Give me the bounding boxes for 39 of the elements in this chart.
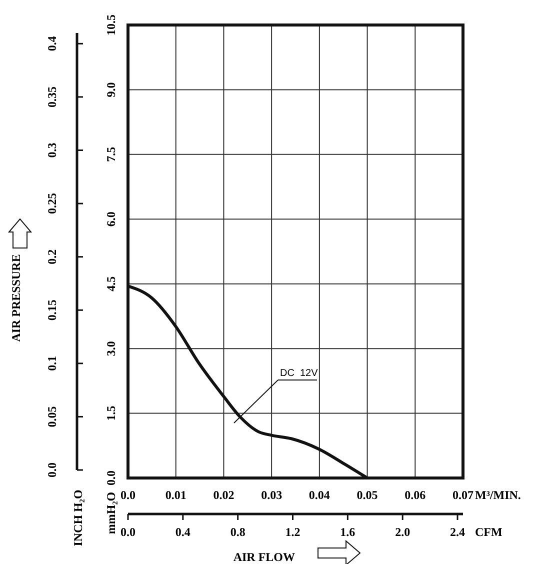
x2-tick-label: 0.4 — [175, 525, 190, 539]
x-tick-label: 0.04 — [308, 488, 330, 502]
x-tick-label: 0.05 — [356, 488, 378, 502]
y-tick-label: 3.0 — [104, 341, 118, 356]
x-tick-label: 0.01 — [165, 488, 186, 502]
y2-tick-label: 0.35 — [45, 86, 59, 108]
y2-tick-label: 0.25 — [45, 193, 59, 214]
x2-tick-label: 1.2 — [285, 525, 300, 539]
text: AIR FLOW — [233, 550, 295, 564]
y-tick-label: 0.0 — [104, 470, 118, 486]
y-tick-label: 6.0 — [104, 212, 118, 227]
y-axis-title: mmH₂O — [104, 492, 118, 534]
y2-tick-label: 0.15 — [45, 300, 59, 321]
annotation: DC 12V — [280, 368, 318, 379]
x2-tick-label: 2.0 — [395, 525, 410, 539]
y2-tick-label: 0.05 — [45, 406, 59, 428]
x-tick-label: 0.02 — [213, 488, 234, 502]
y2-tick-label: 0.3 — [45, 142, 59, 158]
text: AIR PRESSURE — [9, 254, 23, 342]
y-tick-label: 7.5 — [104, 146, 118, 162]
y2-tick-label: 0.2 — [45, 249, 59, 264]
x2-axis-title: CFM — [475, 525, 502, 539]
x-tick-label: 0.0 — [120, 488, 136, 502]
y-tick-label: 1.5 — [104, 406, 118, 421]
y2-tick-label: 0.4 — [45, 36, 59, 52]
y-tick-label: 9.0 — [104, 82, 118, 98]
x-tick-label: 0.03 — [261, 488, 282, 502]
x2-tick-label: 1.6 — [340, 525, 356, 539]
x-tick-label: 0.07 — [452, 488, 474, 502]
x-tick-label: 0.06 — [404, 488, 426, 502]
y2-axis-title: INCH H₂O — [71, 490, 85, 546]
x2-tick-label: 2.4 — [450, 525, 466, 539]
y2-tick-label: 0.1 — [45, 356, 59, 371]
y-tick-label: 4.5 — [104, 276, 118, 292]
x2-tick-label: 0.0 — [120, 525, 136, 539]
x-axis-title: M³/MIN. — [475, 488, 521, 502]
x2-tick-label: 0.8 — [230, 525, 246, 539]
y2-tick-label: 0.0 — [45, 462, 59, 478]
y-tick-label: 10.5 — [104, 14, 118, 36]
